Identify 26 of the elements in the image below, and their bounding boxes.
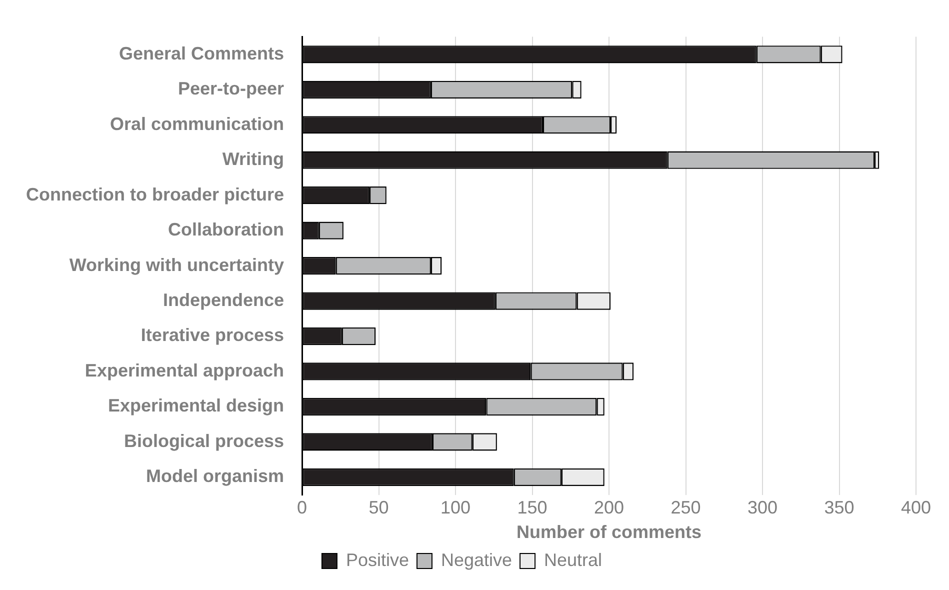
x-axis-title: Number of comments — [516, 522, 702, 542]
x-tick-label: 250 — [670, 498, 701, 518]
x-tick-label: 0 — [297, 498, 308, 518]
y-tick-label: Independence — [162, 290, 284, 310]
legend-label: Negative — [440, 550, 512, 570]
y-tick-label: Peer-to-peer — [178, 78, 284, 99]
x-tick-label: 350 — [824, 498, 854, 518]
x-tick-label: 300 — [747, 498, 778, 518]
y-tick-label: Biological process — [124, 430, 284, 451]
y-tick-label: Oral communication — [110, 114, 284, 134]
x-tick-label: 100 — [440, 498, 471, 518]
y-tick-label: Collaboration — [168, 220, 284, 240]
legend-label: Positive — [346, 550, 409, 570]
y-tick-label: General Comments — [118, 43, 284, 64]
x-tick-label: 400 — [900, 498, 932, 518]
legend-label: Neutral — [544, 550, 602, 570]
y-tick-label: Experimental approach — [84, 360, 284, 380]
x-tick-label: 150 — [517, 498, 548, 518]
y-tick-label: Model organism — [146, 466, 284, 486]
x-tick-label: 50 — [368, 498, 389, 518]
y-tick-label: Iterative process — [140, 325, 284, 346]
x-tick-label: 200 — [594, 498, 624, 518]
y-tick-label: Connection to broader picture — [26, 184, 284, 204]
y-tick-label: Writing — [222, 149, 284, 170]
y-tick-label: Working with uncertainty — [69, 254, 284, 275]
y-tick-label: Experimental design — [108, 396, 284, 416]
